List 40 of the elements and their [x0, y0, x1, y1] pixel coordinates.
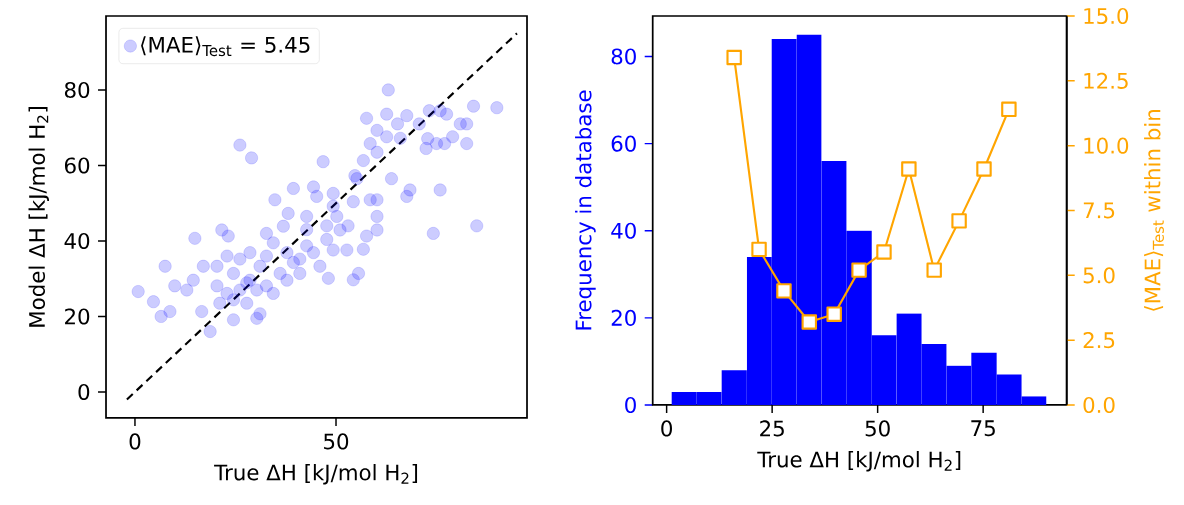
y-tick-label: 80	[64, 81, 90, 99]
y2-tick-label: 12.5	[1084, 72, 1128, 89]
point	[976, 161, 992, 177]
y-tick-label: 20	[65, 308, 90, 325]
y-axis-title: Frequency in database	[575, 90, 596, 330]
y-tick-label: 40	[611, 222, 636, 239]
point	[751, 241, 767, 258]
y-tick-label: 0	[78, 383, 90, 400]
y-tick-label: 40	[64, 232, 90, 250]
x-axis-title: True ΔH [kJ/mol H$_{2}$]	[214, 463, 418, 485]
point	[1001, 101, 1017, 118]
y2-tick-label: 2.5	[1083, 332, 1115, 349]
y2-tick-label: 7.5	[1083, 202, 1115, 219]
y2-axis-title: ⟨MAE⟩$_{Test}$ within bin	[1144, 110, 1164, 311]
y-tick-label: 60	[64, 157, 90, 174]
x-tick-label: 25	[760, 420, 784, 437]
y-tick-label: 20	[611, 309, 636, 326]
point	[776, 283, 792, 299]
point	[876, 244, 892, 260]
y2-tick-label: 15.0	[1084, 7, 1129, 25]
legend-label: ⟨MAE⟩$_{Test}$ = 5.45	[141, 36, 310, 57]
x-tick-label: 50	[324, 433, 349, 450]
point	[926, 262, 942, 278]
x-tick-label: 50	[865, 420, 890, 437]
y-tick-label: 0	[625, 396, 636, 414]
point	[801, 314, 818, 330]
y-axis-title: Model ΔH [kJ/mol H$_{2}$]	[28, 107, 49, 327]
x-tick-label: 0	[661, 420, 672, 437]
point	[826, 306, 842, 322]
y2-tick-label: 0.0	[1083, 396, 1115, 414]
x-axis-title: True ΔH [kJ/mol H$_{2}$]	[757, 450, 961, 472]
point	[901, 161, 917, 177]
y-tick-label: 80	[611, 48, 636, 65]
y-tick-label: 60	[611, 135, 636, 152]
y2-tick-label: 10.0	[1084, 137, 1129, 154]
x-tick-label: 75	[971, 420, 995, 437]
y2-tick-label: 5.0	[1083, 267, 1115, 284]
point	[726, 49, 742, 66]
point	[851, 262, 867, 278]
point	[951, 213, 967, 229]
